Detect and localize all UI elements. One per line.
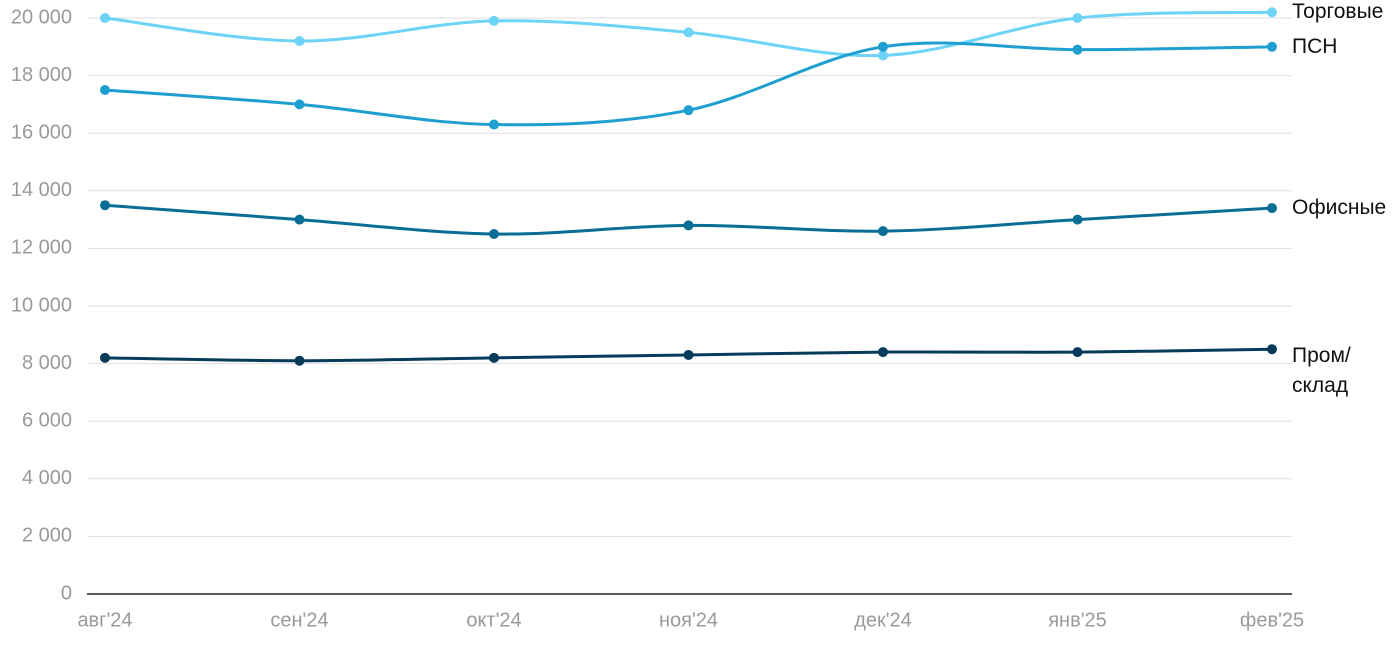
x-tick-label: дек'24 [854,609,912,631]
point [100,13,110,23]
point [1267,203,1277,214]
point [100,85,110,95]
y-tick-label: 12 000 [11,237,72,259]
point [1267,344,1277,355]
point [1072,214,1083,225]
point [489,229,499,239]
y-tick-label: 6 000 [22,409,72,431]
point [1072,13,1083,23]
point [489,352,499,363]
point [100,200,110,211]
point [294,214,305,225]
point [878,41,888,52]
point [1072,347,1083,358]
x-tick-label: окт'24 [466,609,521,631]
y-tick-label: 0 [61,582,72,604]
x-tick-label: янв'25 [1048,609,1107,631]
x-tick-label: авг'24 [77,609,132,631]
x-tick-label: ноя'24 [659,609,718,631]
point [683,105,694,116]
point [683,220,694,231]
y-tick-label: 8 000 [22,352,72,374]
point [294,36,305,47]
x-tick-label: фев'25 [1240,609,1304,631]
point [1072,44,1083,55]
y-tick-label: 2 000 [22,525,72,547]
point [878,347,888,358]
series-label: Торговые [1292,0,1384,24]
y-tick-label: 16 000 [11,121,72,143]
point [1267,7,1277,18]
point [294,99,305,110]
point [683,349,694,360]
y-tick-label: 14 000 [11,179,72,201]
y-tick-label: 20 000 [11,6,72,28]
series-label: ПСН [1292,34,1338,58]
series-label: Офисные [1292,196,1387,220]
series-label: Пром/ склад [1292,344,1351,398]
point [489,15,499,26]
point [683,27,694,38]
point [100,352,110,363]
x-tick-label: сен'24 [270,609,328,631]
point [1267,41,1277,52]
point [489,119,499,130]
point [878,226,888,237]
y-tick-label: 10 000 [11,294,72,316]
y-tick-label: 18 000 [11,64,72,86]
point [878,50,888,61]
point [294,355,305,366]
y-tick-label: 4 000 [22,467,72,489]
